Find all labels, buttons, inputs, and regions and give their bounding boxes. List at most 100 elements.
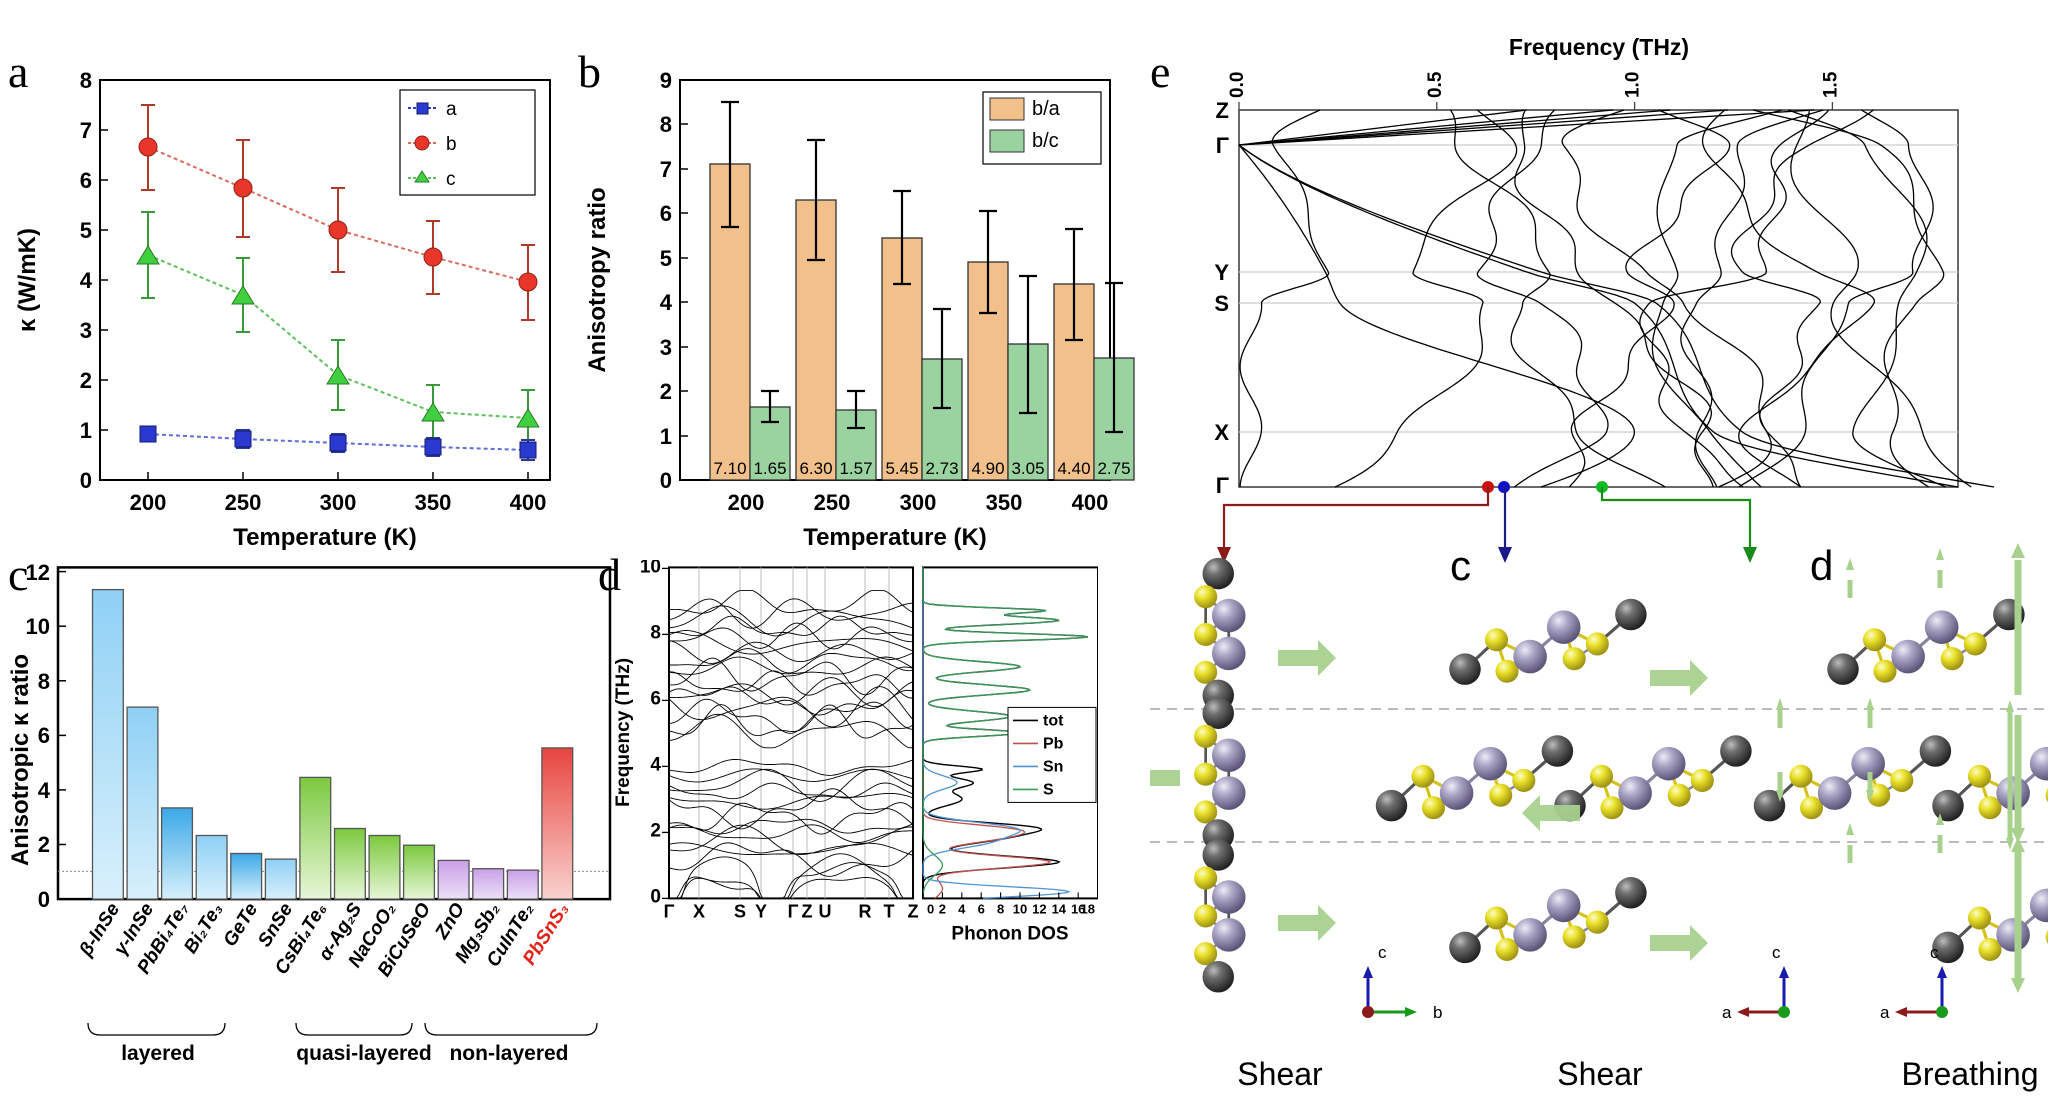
svg-text:2: 2 [650,820,661,841]
svg-text:Shear: Shear [1557,1056,1643,1092]
svg-text:250: 250 [225,490,262,515]
svg-text:GeTe: GeTe [220,899,263,950]
svg-text:4: 4 [38,778,51,803]
svg-text:X: X [1214,420,1229,445]
svg-text:Γ: Γ [664,901,675,921]
svg-text:400: 400 [1072,490,1109,515]
svg-text:0: 0 [38,887,50,912]
svg-text:1: 1 [660,424,672,449]
svg-text:4: 4 [650,754,661,775]
svg-text:8: 8 [660,112,672,137]
svg-text:Shear: Shear [1237,1056,1323,1092]
svg-text:tot: tot [1043,712,1064,729]
svg-text:200: 200 [728,490,765,515]
svg-text:200: 200 [130,490,167,515]
svg-text:Frequency (THz): Frequency (THz) [613,658,634,807]
svg-text:b: b [446,134,457,155]
svg-text:350: 350 [986,490,1023,515]
svg-text:R: R [859,901,872,921]
svg-text:5: 5 [80,218,92,243]
svg-text:c: c [1772,943,1781,962]
svg-text:1.0: 1.0 [1623,72,1644,98]
svg-text:5.45: 5.45 [885,459,918,478]
svg-text:S: S [1214,291,1229,316]
svg-text:1.57: 1.57 [839,459,872,478]
svg-text:0: 0 [80,468,92,493]
svg-text:Anisotropic κ ratio: Anisotropic κ ratio [7,654,34,866]
svg-text:Temperature (K): Temperature (K) [803,524,987,551]
svg-text:0.0: 0.0 [1227,72,1248,98]
svg-text:T: T [884,901,895,921]
svg-text:5: 5 [660,246,672,271]
svg-text:6: 6 [660,201,672,226]
svg-text:Anisotropy ratio: Anisotropy ratio [584,187,611,372]
svg-text:2: 2 [38,832,50,857]
svg-text:Breathing: Breathing [1902,1056,2039,1092]
svg-text:Z: Z [802,901,813,921]
svg-text:8: 8 [38,669,50,694]
svg-text:3: 3 [80,318,92,343]
svg-text:300: 300 [320,490,357,515]
svg-text:0: 0 [660,468,672,493]
svg-text:0.5: 0.5 [1425,71,1446,98]
svg-text:κ (W/mK): κ (W/mK) [14,228,41,332]
svg-text:12: 12 [26,560,50,585]
svg-text:b/c: b/c [1032,130,1059,152]
svg-text:6: 6 [978,901,985,916]
svg-text:4: 4 [80,268,93,293]
svg-text:6: 6 [80,168,92,193]
svg-text:300: 300 [900,490,937,515]
svg-text:Z: Z [1216,98,1229,123]
svg-text:1.5: 1.5 [1820,71,1841,98]
svg-text:4.40: 4.40 [1057,459,1090,478]
svg-text:non-layered: non-layered [449,1042,568,1065]
svg-text:2.73: 2.73 [925,459,958,478]
svg-text:4: 4 [958,901,966,916]
svg-text:c: c [1930,943,1939,962]
svg-text:2.75: 2.75 [1097,459,1130,478]
svg-text:250: 250 [814,490,851,515]
svg-text:Z: Z [908,901,919,921]
svg-text:a: a [446,99,457,120]
svg-text:4: 4 [660,290,673,315]
svg-text:Y: Y [1214,260,1229,285]
svg-text:3: 3 [660,335,672,360]
svg-text:9: 9 [660,68,672,93]
svg-text:a: a [1722,1003,1732,1022]
svg-text:0: 0 [650,886,661,907]
svg-text:4.90: 4.90 [971,459,1004,478]
svg-text:18: 18 [1081,901,1095,916]
svg-text:Y: Y [755,901,767,921]
svg-text:14: 14 [1052,901,1067,916]
svg-text:Γ: Γ [1216,473,1229,498]
svg-text:c: c [1450,542,1471,589]
svg-text:U: U [819,901,832,921]
svg-text:layered: layered [121,1042,195,1065]
svg-text:Temperature (K): Temperature (K) [233,524,417,551]
svg-text:S: S [734,901,746,921]
svg-text:6.30: 6.30 [799,459,832,478]
svg-text:8: 8 [80,68,92,93]
svg-text:7.10: 7.10 [713,459,746,478]
svg-text:10: 10 [640,560,661,577]
svg-text:3.05: 3.05 [1011,459,1044,478]
svg-text:c: c [1378,943,1387,962]
svg-text:2: 2 [660,379,672,404]
svg-text:X: X [693,901,705,921]
svg-text:2: 2 [80,368,92,393]
svg-text:350: 350 [415,490,452,515]
svg-text:10: 10 [1013,901,1027,916]
svg-text:7: 7 [80,118,92,143]
svg-text:10: 10 [26,614,50,639]
svg-text:Sn: Sn [1043,758,1063,775]
svg-text:c: c [446,169,456,190]
svg-text:Pb: Pb [1043,735,1064,752]
svg-text:1: 1 [80,418,92,443]
svg-text:7: 7 [660,157,672,182]
svg-text:0: 0 [927,901,934,916]
svg-text:a: a [1880,1003,1890,1022]
svg-text:1.65: 1.65 [753,459,786,478]
svg-text:2: 2 [939,901,946,916]
svg-text:6: 6 [650,688,661,709]
svg-text:12: 12 [1032,901,1046,916]
